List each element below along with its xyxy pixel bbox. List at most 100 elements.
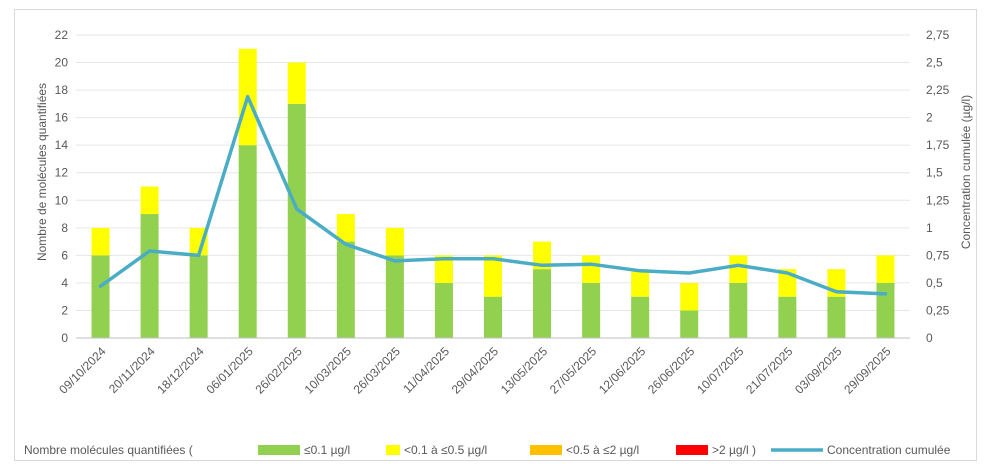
legend-label: >2 µg/l ) [712, 443, 756, 457]
y2-tick-label: 1 [926, 221, 933, 235]
line-point [785, 271, 789, 275]
bar-segment [336, 214, 355, 242]
bar-segment [140, 214, 159, 338]
y-tick-label: 10 [55, 193, 69, 207]
line-point [442, 257, 446, 261]
y-tick-label: 0 [61, 331, 68, 345]
bar-segment [287, 62, 306, 104]
y2-tick-label: 0,5 [926, 276, 943, 290]
line-point [393, 259, 397, 263]
y2-tick-label: 2 [926, 111, 933, 125]
x-tick-label: 20/11/2024 [106, 344, 158, 396]
bar-segment [533, 241, 552, 270]
y-tick-label: 6 [61, 248, 68, 262]
x-tick-label: 18/12/2024 [154, 344, 207, 397]
y-tick-label: 12 [55, 166, 69, 180]
legend-swatch [676, 445, 708, 455]
bars [91, 48, 895, 338]
bar-segment [582, 282, 601, 338]
line-point [736, 263, 740, 267]
bar-segment [876, 255, 895, 283]
line-point [197, 253, 201, 257]
legend: Nombre molécules quantifiées ( ≤0.1 µg/l… [24, 443, 951, 457]
x-tick-label: 11/04/2025 [400, 344, 452, 396]
line-point [344, 242, 348, 246]
x-tick-label: 13/05/2025 [498, 344, 551, 397]
line-point [99, 284, 103, 288]
bar-segment [385, 227, 404, 256]
legend-swatch [386, 445, 400, 455]
bar-segment [91, 227, 110, 256]
bar-segment [484, 296, 502, 338]
x-tick-label: 26/02/2025 [253, 344, 306, 397]
bar-segment [729, 255, 748, 283]
bar-segment [631, 296, 650, 338]
x-tick-label: 09/10/2024 [56, 344, 109, 397]
y2-tick-label: 2,75 [926, 28, 950, 42]
legend-label: <0.1 à ≤0.5 µg/l [404, 443, 487, 457]
bar-segment [484, 255, 502, 297]
y-axis-label: Nombre de molécules quantifiées [35, 83, 49, 261]
bar-segment [778, 296, 797, 338]
x-tick-label: 10/07/2025 [694, 344, 747, 397]
y2-tick-label: 1,5 [926, 166, 943, 180]
y2-tick-label: 1,25 [926, 193, 950, 207]
bar-segment [729, 282, 748, 338]
bar-segment [91, 255, 110, 338]
line-point [491, 257, 495, 261]
legend-swatch [258, 445, 300, 455]
bar-segment [680, 282, 699, 311]
line-point [246, 95, 250, 99]
line-point [540, 263, 544, 267]
bar-segment [140, 186, 159, 215]
y2-tick-label: 2,25 [926, 83, 950, 97]
x-tick-label: 29/09/2025 [841, 344, 894, 397]
bar-segment [680, 310, 699, 338]
bar-segment [238, 145, 257, 338]
x-tick-label: 10/03/2025 [302, 344, 355, 397]
bar-segment [189, 227, 208, 256]
line-point [295, 207, 299, 211]
bar-segment [385, 255, 404, 338]
bar-segment [287, 103, 306, 338]
bar-segment [533, 269, 552, 338]
axes: 0 2 4 6 8 10 12 14 16 18 20 22 0 0,25 0,5 0,75 1 1,25 1,5 1… [55, 28, 950, 397]
chart-frame [14, 9, 977, 461]
x-tick-label: 03/09/2025 [792, 344, 845, 397]
line-point [883, 292, 887, 296]
bar-segment [336, 241, 355, 338]
legend-label: Concentration cumulée [827, 443, 951, 457]
y-tick-label: 8 [61, 221, 68, 235]
legend-prefix: Nombre molécules quantifiées ( [24, 443, 193, 457]
x-tick-label: 26/06/2025 [645, 344, 698, 397]
bar-segment [189, 255, 208, 338]
x-tick-label: 26/03/2025 [351, 344, 404, 397]
y-tick-label: 18 [55, 83, 69, 97]
line-point [148, 249, 152, 253]
line-point [638, 269, 642, 273]
legend-label: ≤0.1 µg/l [304, 443, 350, 457]
y-tick-label: 22 [55, 28, 69, 42]
y-tick-label: 14 [55, 138, 69, 152]
bar-segment [631, 269, 650, 297]
y-tick-label: 20 [55, 56, 69, 70]
bar-segment [434, 282, 453, 338]
y-tick-label: 16 [55, 111, 69, 125]
bar-segment [434, 255, 453, 283]
x-tick-label: 06/01/2025 [203, 344, 256, 397]
concentration-line [98, 94, 888, 296]
bar-segment [582, 255, 601, 283]
bar-segment [827, 296, 846, 338]
y2-tick-label: 1,75 [926, 138, 950, 152]
line-point [834, 290, 838, 294]
line-point [687, 271, 691, 275]
y2-tick-label: 0,75 [926, 248, 950, 262]
y2-tick-label: 0,25 [926, 303, 950, 317]
y-tick-label: 2 [61, 303, 68, 317]
x-tick-label: 27/05/2025 [547, 344, 600, 397]
x-tick-label: 21/07/2025 [743, 344, 796, 397]
y2-axis-label: Concentration cumulée (µg/l) [959, 95, 973, 249]
legend-label: <0.5 à ≤2 µg/l [566, 443, 639, 457]
